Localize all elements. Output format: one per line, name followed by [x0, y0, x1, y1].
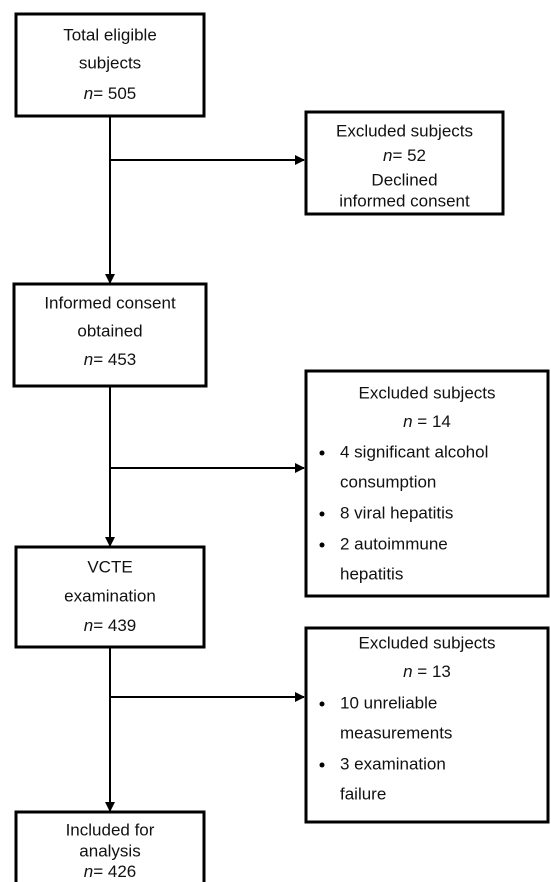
node: Excluded subjects n = 13 10 unreliable meas…	[304, 626, 550, 824]
list-item: measurements	[340, 723, 452, 742]
count-value: = 426	[93, 862, 136, 881]
count-variable: n	[403, 412, 412, 431]
list-item: 3 examination	[340, 754, 446, 773]
list-item: hepatitis	[340, 564, 403, 583]
node: Included for analysis n= 426	[14, 810, 206, 882]
node-label: Included for	[66, 820, 155, 839]
count-variable: n	[403, 662, 412, 681]
list-item: 10 unreliable	[340, 693, 437, 712]
bullet	[319, 701, 325, 707]
node-count: n= 52	[383, 146, 426, 165]
node: Informed consent obtained n= 453	[12, 282, 208, 388]
node-box	[14, 810, 206, 882]
node-label: examination	[64, 586, 156, 605]
list-item: 4 significant alcohol	[340, 442, 488, 461]
node-box	[14, 545, 206, 649]
node-box	[12, 282, 208, 388]
node-box	[304, 369, 550, 598]
list-item: failure	[340, 784, 386, 803]
node-label: subjects	[79, 53, 141, 72]
count-variable: n	[84, 350, 93, 369]
count-variable: n	[84, 862, 93, 881]
node: Total eligible subjects n= 505	[14, 12, 206, 118]
node-box	[304, 110, 505, 216]
node-note: informed consent	[339, 191, 470, 210]
count-value: = 14	[413, 412, 451, 431]
count-value: = 439	[93, 616, 136, 635]
node-label: analysis	[79, 841, 140, 860]
count-variable: n	[84, 616, 93, 635]
node-label: Informed consent	[44, 293, 176, 312]
count-variable: n	[383, 146, 392, 165]
node-box	[14, 12, 206, 118]
node-count: n = 13	[403, 662, 451, 681]
node-count: n= 453	[84, 350, 136, 369]
node-count: n = 14	[403, 412, 451, 431]
list-item: 8 viral hepatitis	[340, 503, 453, 522]
bullet	[319, 511, 325, 517]
node: Excluded subjects n= 52 Declined informed c…	[304, 110, 505, 216]
bullet	[319, 450, 325, 456]
count-value: = 13	[413, 662, 451, 681]
node-label: Total eligible	[63, 25, 157, 44]
count-value: = 52	[392, 146, 426, 165]
node-label: Excluded subjects	[336, 121, 473, 140]
count-value: = 505	[93, 84, 136, 103]
node: Excluded subjects n = 14 4 significant alc…	[304, 369, 550, 598]
node-count: n= 505	[84, 84, 136, 103]
bullet	[319, 762, 325, 768]
node-label: Excluded subjects	[358, 383, 495, 402]
node-count: n= 426	[84, 862, 136, 881]
node-label: Excluded subjects	[358, 633, 495, 652]
bullet	[319, 542, 325, 548]
list-item: 2 autoimmune	[340, 534, 448, 553]
node: VCTE examination n= 439	[14, 545, 206, 649]
node-note: Declined	[371, 170, 437, 189]
node-label: VCTE	[87, 557, 132, 576]
count-value: = 453	[93, 350, 136, 369]
connectors	[105, 116, 305, 812]
node-count: n= 439	[84, 616, 136, 635]
node-label: obtained	[77, 321, 142, 340]
node-box	[304, 626, 550, 824]
count-variable: n	[84, 84, 93, 103]
list-item: consumption	[340, 472, 436, 491]
